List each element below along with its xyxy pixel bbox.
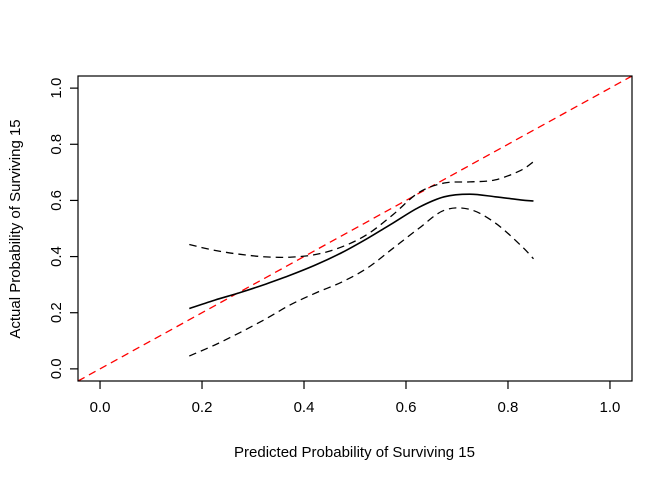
x-tick-label: 0.8 bbox=[498, 399, 519, 416]
y-axis-title: Actual Probability of Surviving 15 bbox=[7, 119, 24, 338]
x-axis-title: Predicted Probability of Surviving 15 bbox=[234, 444, 475, 461]
plot-box bbox=[77, 75, 633, 382]
y-tick-label: 0.2 bbox=[48, 302, 65, 323]
x-tick-label: 0.0 bbox=[90, 399, 111, 416]
ideal-line bbox=[77, 75, 633, 382]
x-tick-label: 0.2 bbox=[192, 399, 213, 416]
lower-confidence-band-line bbox=[189, 207, 534, 357]
y-tick-label: 0.0 bbox=[48, 358, 65, 379]
upper-confidence-band-line bbox=[189, 161, 534, 259]
y-tick-label: 0.6 bbox=[48, 190, 65, 211]
x-tick-label: 0.6 bbox=[396, 399, 417, 416]
calibration-curve-line bbox=[189, 193, 534, 310]
y-tick-label: 0.4 bbox=[48, 246, 65, 267]
x-tick-label: 0.4 bbox=[294, 399, 315, 416]
plot-layer: 0.0 0.2 0.4 0.6 0.8 1.0 0.0 0.2 0.4 0.6 0.8 1.0 bbox=[48, 75, 633, 416]
y-tick-label: 1.0 bbox=[48, 78, 65, 99]
x-tick-label: 1.0 bbox=[600, 399, 621, 416]
y-tick-label: 0.8 bbox=[48, 134, 65, 155]
